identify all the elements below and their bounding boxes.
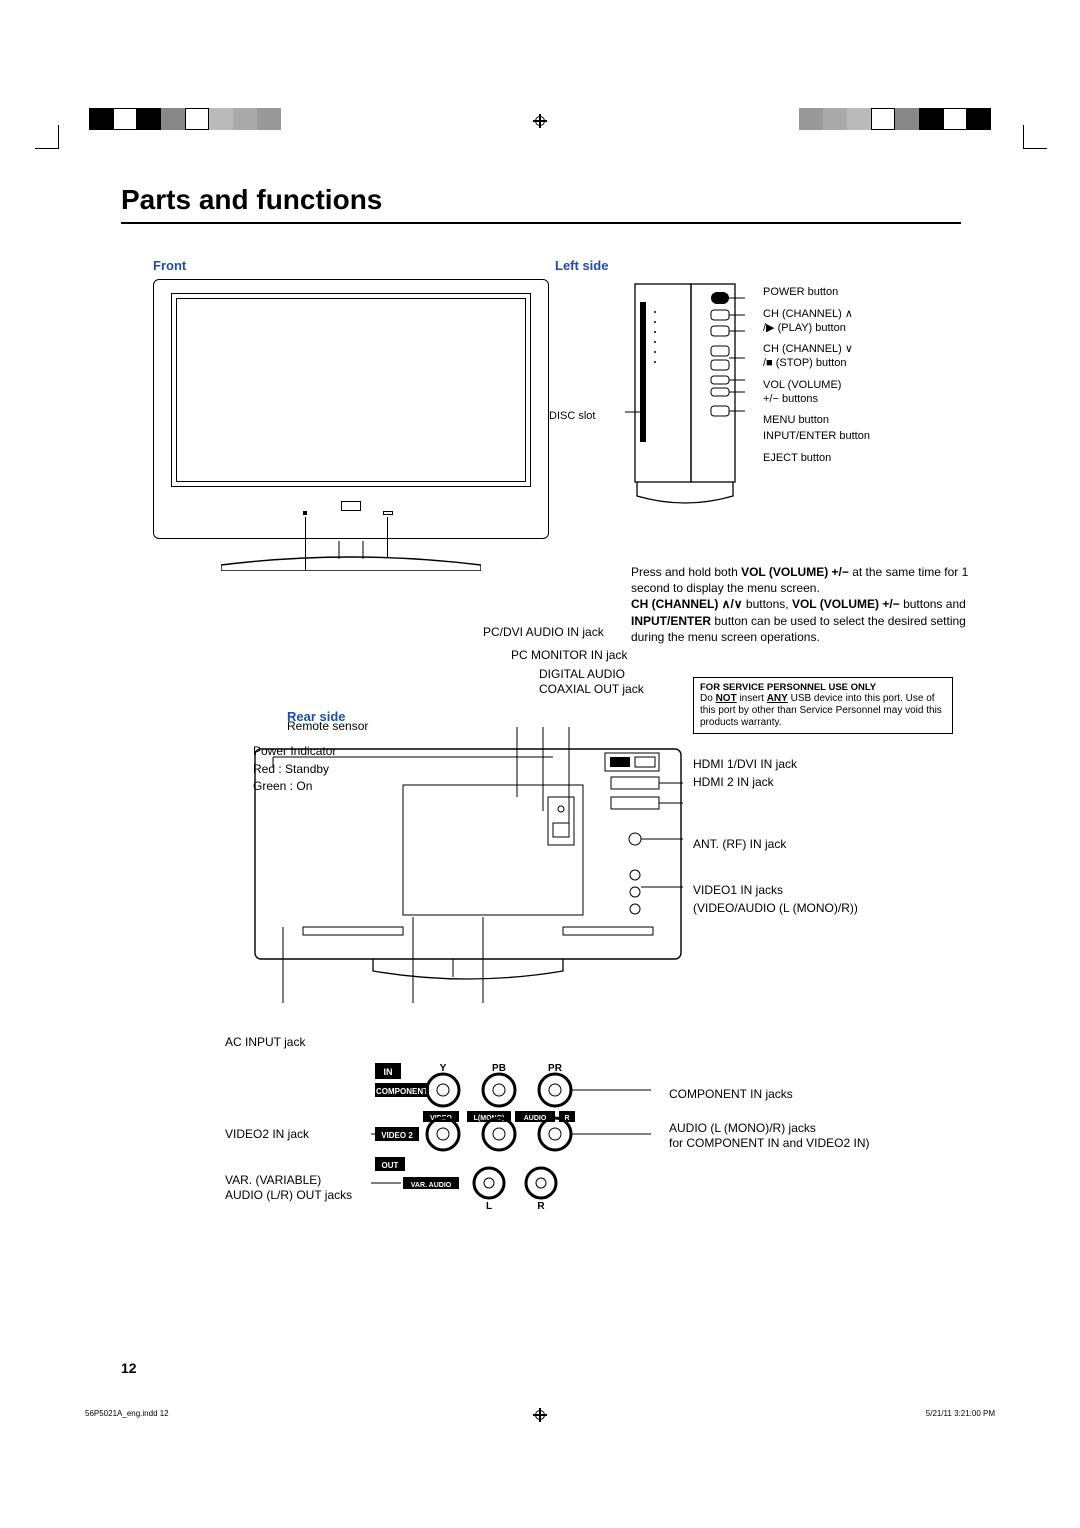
rear-heading: Rear side [287,709,346,724]
pc-dvi-audio-label: PC/DVI AUDIO IN jack [483,621,644,644]
page-number: 12 [121,1360,137,1376]
video1-sub-label: (VIDEO/AUDIO (L (MONO)/R)) [693,899,858,917]
ac-input-label: AC INPUT jack [225,1035,305,1049]
eject-button-label: EJECT button [763,452,870,466]
left-side-heading: Left side [555,258,975,273]
svg-text:R: R [537,1201,545,1212]
svg-text:IN: IN [384,1067,393,1077]
vol-buttons-label: VOL (VOLUME) +/− buttons [763,379,870,407]
svg-text:COMPONENT: COMPONENT [376,1087,428,1096]
footer-timestamp: 5/21/11 3:21:00 PM [926,1409,995,1418]
ch-down-stop-label: CH (CHANNEL) ∨ /■ (STOP) button [763,343,870,371]
svg-text:L: L [486,1201,492,1212]
video2-in-label: VIDEO2 IN jack [225,1127,352,1143]
cropmark [58,125,59,149]
menu-button-label: MENU button [763,414,870,428]
rear-conn-right-labels: COMPONENT IN jacks AUDIO (L (MONO)/R) ja… [669,1087,870,1170]
tv-rear-diagram [253,727,683,1003]
registration-bar-right [799,108,991,130]
tv-front-diagram [153,279,549,539]
svg-text:Y: Y [440,1063,447,1074]
left-side-note: Press and hold both VOL (VOLUME) +/− at … [631,564,973,645]
service-title: FOR SERVICE PERSONNEL USE ONLY [700,682,946,693]
left-side-button-labels: POWER button CH (CHANNEL) ∧ /▶ (PLAY) bu… [763,286,870,474]
svg-text:VIDEO 2: VIDEO 2 [381,1131,413,1140]
audio-lmono-label: AUDIO (L (MONO)/R) jacks for COMPONENT I… [669,1121,870,1152]
footer-filename: 56P5021A_eng.indd 12 [85,1409,169,1418]
registration-mark-bottom [533,1408,547,1422]
rear-right-labels: HDMI 1/DVI IN jack HDMI 2 IN jack ANT. (… [693,755,858,917]
svg-text:VAR. AUDIO: VAR. AUDIO [411,1182,452,1189]
registration-bar-left [89,108,281,130]
cropmark [35,148,59,149]
hdmi1-label: HDMI 1/DVI IN jack [693,755,858,773]
cropmark [1023,148,1047,149]
rear-top-labels: PC/DVI AUDIO IN jack PC MONITOR IN jack … [483,621,644,698]
ch-up-play-label: CH (CHANNEL) ∧ /▶ (PLAY) button [763,308,870,336]
pc-monitor-label: PC MONITOR IN jack [511,644,644,667]
front-heading: Front [153,258,553,273]
service-personnel-box: FOR SERVICE PERSONNEL USE ONLY Do NOT in… [693,677,953,734]
registration-mark-top [533,114,547,128]
power-button-label: POWER button [763,286,870,300]
svg-text:OUT: OUT [382,1161,399,1170]
var-audio-label: VAR. (VARIABLE) AUDIO (L/R) OUT jacks [225,1173,352,1204]
rear-conn-left-labels: VIDEO2 IN jack VAR. (VARIABLE) AUDIO (L/… [225,1087,352,1234]
page-title: Parts and functions [121,184,961,224]
disc-slot-label: DISC slot [549,410,595,422]
component-in-label: COMPONENT IN jacks [669,1087,870,1103]
rear-connector-inset: IN Y PB PR COMPONENT VIDEO L(MONO) [371,1059,651,1238]
hdmi2-label: HDMI 2 IN jack [693,773,858,791]
video1-label: VIDEO1 IN jacks [693,881,858,899]
input-enter-button-label: INPUT/ENTER button [763,430,870,444]
svg-text:PR: PR [548,1063,563,1074]
digital-audio-label: DIGITAL AUDIO COAXIAL OUT jack [539,667,644,698]
cropmark [1023,125,1024,149]
ant-label: ANT. (RF) IN jack [693,835,858,853]
svg-text:PB: PB [492,1063,506,1074]
tv-leftside-diagram [625,282,745,522]
